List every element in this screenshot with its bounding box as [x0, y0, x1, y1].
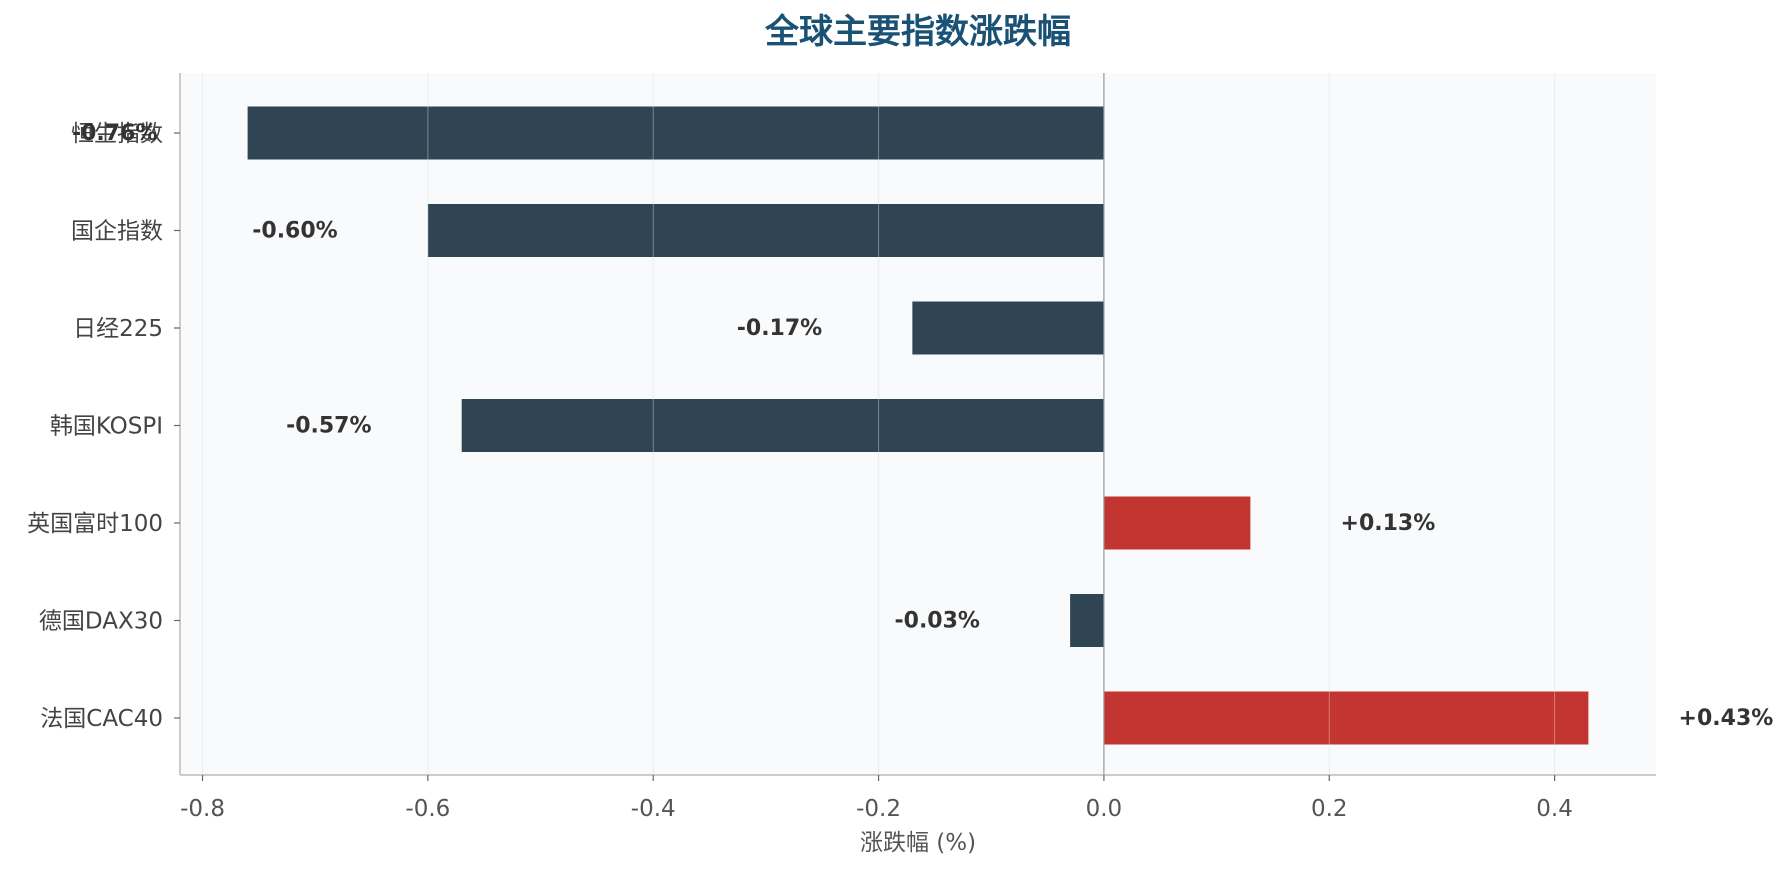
category-label-1: 国企指数 — [71, 219, 163, 245]
bar-5 — [1070, 594, 1104, 647]
category-label-5: 德国DAX30 — [39, 609, 163, 635]
bars — [247, 106, 1589, 745]
x-tick-label-4: 0.0 — [1086, 796, 1123, 822]
x-axis-title: 涨跌幅 (%) — [860, 830, 976, 856]
category-label-2: 日经225 — [73, 316, 163, 342]
category-label-0: 恒生指数 — [71, 121, 163, 147]
data-labels: -0.76% -0.60% -0.17% -0.57% +0.13% -0.03% +0.4… — [72, 121, 1773, 731]
bar-2 — [912, 301, 1104, 355]
bar-6 — [1103, 691, 1589, 745]
category-label-4: 英国富时100 — [27, 511, 163, 537]
x-tick-label-1: -0.6 — [405, 796, 450, 822]
data-label-5: -0.03% — [895, 609, 980, 634]
x-tick-label-2: -0.4 — [631, 796, 676, 822]
data-label-0: -0.76% — [72, 121, 157, 146]
x-tick-label-5: 0.2 — [1311, 796, 1348, 822]
chart-title: 全球主要指数涨跌幅 — [764, 12, 1071, 52]
data-label-1: -0.60% — [252, 219, 337, 244]
bar-1 — [427, 204, 1104, 257]
data-label-2: -0.17% — [737, 316, 822, 341]
x-tick-labels: -0.8 -0.6 -0.4 -0.2 0.0 0.2 0.4 — [180, 775, 1573, 822]
bar-3 — [461, 399, 1104, 452]
x-tick-label-3: -0.2 — [856, 796, 901, 822]
x-tick-label-6: 0.4 — [1536, 796, 1573, 822]
bar-4 — [1103, 496, 1251, 550]
category-label-3: 韩国KOSPI — [50, 414, 163, 440]
data-label-6: +0.43% — [1679, 706, 1774, 731]
bar-0 — [247, 106, 1104, 160]
axes — [179, 73, 1656, 776]
data-label-4: +0.13% — [1341, 511, 1436, 536]
data-label-3: -0.57% — [286, 414, 371, 439]
category-label-6: 法国CAC40 — [40, 706, 163, 732]
x-tick-label-0: -0.8 — [180, 796, 225, 822]
grid-overlay — [202, 73, 1556, 775]
